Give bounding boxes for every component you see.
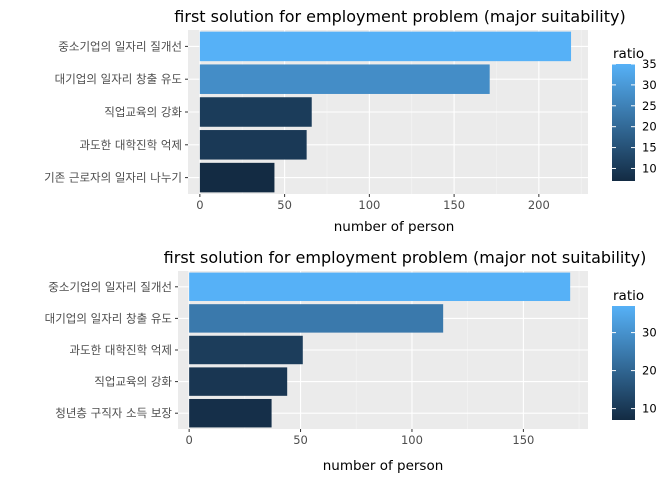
chart-title: first solution for employment problem (m… <box>164 248 647 267</box>
y-tick-label: 직업교육의 강화 <box>94 375 172 389</box>
x-tick-label: 100 <box>401 433 423 447</box>
x-tick-label: 200 <box>528 198 550 212</box>
x-tick-label: 100 <box>358 198 380 212</box>
bar <box>199 64 490 94</box>
y-tick-label: 과도한 대학진학 억제 <box>79 138 182 152</box>
legend-tick-label: 25 <box>642 99 657 113</box>
bar <box>199 31 572 62</box>
legend-tick-label: 20 <box>642 364 657 378</box>
legend-title: ratio <box>613 288 644 304</box>
chart-title: first solution for employment problem (m… <box>174 7 625 26</box>
bar <box>189 304 444 333</box>
y-tick-label: 대기업의 일자리 창출 유도 <box>55 72 182 86</box>
chart-1: first solution for employment problem (m… <box>44 7 657 235</box>
bar <box>189 398 272 428</box>
legend-colorbar <box>612 64 635 181</box>
y-tick-label: 중소기업의 일자리 질개선 <box>48 280 172 294</box>
x-axis-label: number of person <box>334 219 455 235</box>
legend-title: ratio <box>613 46 644 62</box>
legend-tick-label: 30 <box>642 326 657 340</box>
y-tick-label: 기존 근로자의 일자리 나누기 <box>44 171 182 185</box>
x-tick-label: 150 <box>443 198 465 212</box>
x-tick-label: 0 <box>196 198 203 212</box>
bar <box>199 97 312 127</box>
x-tick-label: 50 <box>277 198 292 212</box>
x-axis-label: number of person <box>323 458 444 474</box>
y-tick-label: 과도한 대학진학 억제 <box>69 343 172 357</box>
bar <box>199 130 307 160</box>
bar <box>189 367 288 396</box>
y-tick-label: 청년층 구직자 소득 보장 <box>55 406 172 420</box>
bar <box>189 272 571 302</box>
bar <box>199 162 275 193</box>
y-tick-label: 직업교육의 강화 <box>104 105 182 119</box>
legend-tick-label: 20 <box>642 120 657 134</box>
legend-tick-label: 30 <box>642 78 657 92</box>
x-tick-label: 50 <box>293 433 308 447</box>
legend-tick-label: 15 <box>642 141 657 155</box>
y-tick-label: 대기업의 일자리 창출 유도 <box>45 311 172 325</box>
legend-colorbar <box>612 306 635 420</box>
chart-2: first solution for employment problem (m… <box>45 248 657 474</box>
legend-tick-label: 10 <box>642 161 657 175</box>
y-tick-label: 중소기업의 일자리 질개선 <box>58 39 182 53</box>
x-tick-label: 150 <box>512 433 534 447</box>
legend-tick-label: 10 <box>642 402 657 416</box>
legend-tick-label: 35 <box>642 57 657 71</box>
legend: ratio 10 15 20 25 30 35 <box>612 46 657 181</box>
bar <box>189 335 303 365</box>
x-tick-label: 0 <box>185 433 192 447</box>
legend: ratio 10 20 30 <box>612 288 657 420</box>
